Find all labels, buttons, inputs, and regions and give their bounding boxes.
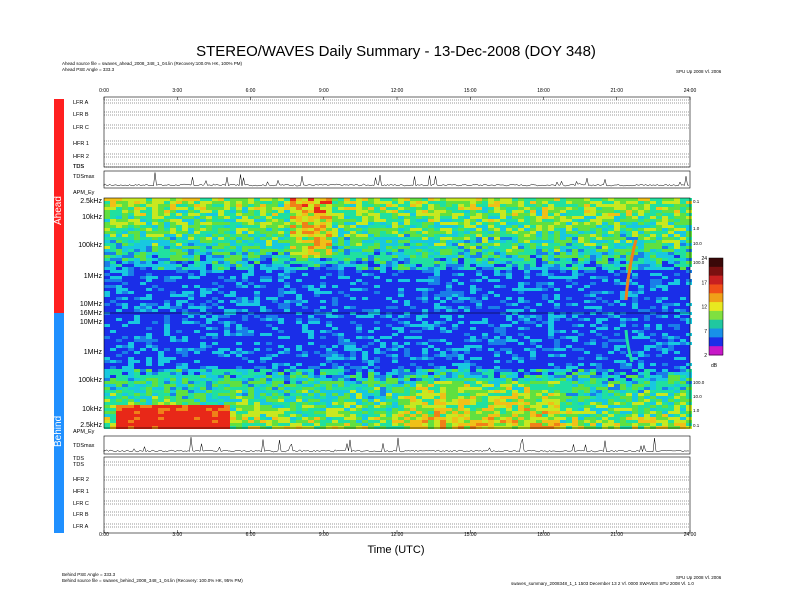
panel-label-ahead: TDSmax xyxy=(73,174,95,180)
panel-label-ahead: LFR C xyxy=(73,125,89,131)
x-tick-label-top: 15:00 xyxy=(464,88,477,94)
x-tick-label-top: 18:00 xyxy=(537,88,550,94)
tds-frame-ahead xyxy=(103,170,691,189)
x-tick-label-bottom: 15:00 xyxy=(464,532,477,538)
panel-label-ahead: LFR B xyxy=(73,112,89,118)
freq-tick-behind: 2.5kHz xyxy=(80,422,102,429)
right-tick-ahead: 1.0 xyxy=(693,226,700,231)
x-tick-label-top: 6:00 xyxy=(246,88,256,94)
ahead-bar xyxy=(54,99,64,313)
freq-tick-ahead: 2.5kHz xyxy=(80,198,102,205)
colorbar-tick-label: 7 xyxy=(704,329,707,335)
colorbar-segment xyxy=(709,337,723,347)
type-iii-burst-ahead xyxy=(624,239,638,301)
colorbar-segment xyxy=(709,310,723,321)
freq-tick-behind: 1MHz xyxy=(84,349,103,356)
x-tick-label-top: 9:00 xyxy=(319,88,329,94)
panel-label-behind: HFR 1 xyxy=(73,489,89,495)
spectrogram-frame xyxy=(103,197,691,429)
right-tick-ahead: 0.1 xyxy=(693,199,700,204)
x-tick-label-top: 0:00 xyxy=(99,88,109,94)
tds-frame-behind xyxy=(103,435,691,455)
x-tick-label-top: 12:00 xyxy=(391,88,404,94)
x-tick-label-bottom: 21:00 xyxy=(610,532,623,538)
freq-tick-ahead: 16MHz xyxy=(80,310,103,317)
panel-label-ahead: LFR A xyxy=(73,100,89,106)
x-axis-label: Time (UTC) xyxy=(367,544,425,556)
ahead-panels-frame xyxy=(103,96,691,168)
colorbar-tick-label: 2 xyxy=(704,353,707,359)
panel-label-behind: TDS xyxy=(73,456,84,462)
generator-info: swaves_summary_2008348_1_1 1503 December… xyxy=(511,581,694,586)
version-bottom: SPU Up 2008 Vl. 2006 xyxy=(676,575,722,580)
behind-source-file: Behind source file = swaves_behind_2008_… xyxy=(62,578,243,583)
x-tick-label-top: 21:00 xyxy=(610,88,623,94)
panel-label-ahead: HFR 2 xyxy=(73,154,89,160)
panel-label-ahead: TDS xyxy=(73,164,84,170)
x-tick-label-bottom: 12:00 xyxy=(391,532,404,538)
x-tick-label-bottom: 6:00 xyxy=(246,532,256,538)
right-tick-behind: 10.0 xyxy=(693,394,702,399)
x-tick-label-bottom: 24:00 xyxy=(684,532,697,538)
chart-title: STEREO/WAVES Daily Summary - 13-Dec-2008… xyxy=(196,43,596,60)
panel-label-behind: TDSmax xyxy=(73,443,95,449)
right-tick-behind: 0.1 xyxy=(693,423,700,428)
colorbar-segment xyxy=(709,258,723,268)
panel-label-behind: LFR A xyxy=(73,524,89,530)
freq-tick-behind: 100kHz xyxy=(78,377,102,384)
x-tick-label-bottom: 0:00 xyxy=(99,532,109,538)
colorbar-unit: dB xyxy=(711,363,718,369)
x-tick-label-bottom: 18:00 xyxy=(537,532,550,538)
colorbar-segment xyxy=(709,293,723,303)
colorbar-segment xyxy=(709,275,723,285)
behind-pse-angle: Behind PSE Angle = 333.3 xyxy=(62,572,116,577)
colorbar-segment xyxy=(709,328,723,338)
panel-label-behind: LFR C xyxy=(73,501,89,507)
colorbar-segment xyxy=(709,302,723,312)
right-tick-behind: 100.0 xyxy=(693,380,705,385)
x-tick-label-bottom: 3:00 xyxy=(172,532,182,538)
freq-tick-ahead: 100kHz xyxy=(78,242,102,249)
panel-label-behind: LFR B xyxy=(73,512,89,518)
ahead-source-file: Ahead source file = swaves_ahead_2008_34… xyxy=(62,61,242,66)
colorbar-tick-label: 12 xyxy=(701,305,707,311)
panel-label-behind: TDS xyxy=(73,462,84,468)
right-tick-ahead: 100.0 xyxy=(693,260,705,265)
freq-tick-ahead: 10kHz xyxy=(82,214,102,221)
freq-tick-ahead: 1MHz xyxy=(84,273,103,280)
behind-panels-frame xyxy=(103,456,691,534)
panel-label-behind: HFR 2 xyxy=(73,477,89,483)
behind-bar xyxy=(54,313,64,533)
colorbar-segment xyxy=(709,284,723,294)
freq-tick-behind: 10kHz xyxy=(82,406,102,413)
x-tick-label-top: 24:00 xyxy=(684,88,697,94)
panel-label-ahead: TDS xyxy=(73,164,84,170)
type-iii-burst-behind xyxy=(624,329,634,363)
colorbar-frame xyxy=(708,257,724,356)
x-tick-label-bottom: 9:00 xyxy=(319,532,329,538)
colorbar-segment xyxy=(709,266,723,277)
x-tick-label-top: 3:00 xyxy=(172,88,182,94)
right-tick-ahead: 10.0 xyxy=(693,241,702,246)
panel-label-ahead: HFR 1 xyxy=(73,141,89,147)
version-top: SPU Up 2008 Vl. 2006 xyxy=(676,69,722,74)
ahead-pse-angle: Ahead PSE Angle = 333.3 xyxy=(62,67,115,72)
freq-tick-ahead: 10MHz xyxy=(80,301,103,308)
tds-trace-ahead xyxy=(103,172,690,187)
panel-label-behind: APM_Ey xyxy=(73,429,95,435)
right-tick-behind: 1.0 xyxy=(693,408,700,413)
spectrogram-cells xyxy=(104,198,692,429)
colorbar-tick-label: 24 xyxy=(701,256,707,262)
colorbar-segment xyxy=(709,319,723,330)
tds-trace-behind xyxy=(103,437,690,453)
colorbar-segment xyxy=(709,346,723,356)
colorbar-tick-label: 17 xyxy=(701,280,707,286)
panel-label-ahead: APM_Ey xyxy=(73,190,95,196)
freq-tick-behind: 10MHz xyxy=(80,319,103,326)
